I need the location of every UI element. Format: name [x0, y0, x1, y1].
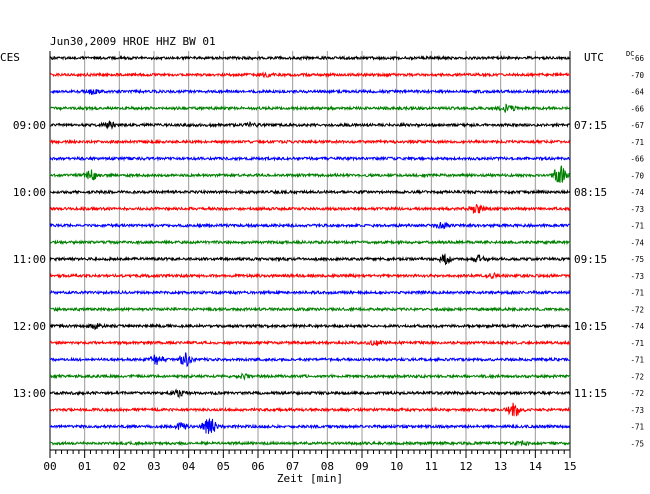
- right-timezone-label: UTC: [584, 51, 604, 64]
- dc-offset-label: -73: [630, 406, 644, 415]
- trace-line: [49, 388, 571, 399]
- dc-offset-label: -66: [630, 54, 644, 63]
- left-time-label: 09:00: [13, 119, 46, 132]
- dc-header-label: DC: [626, 50, 634, 58]
- x-tick-label: 06: [251, 460, 264, 473]
- dc-offset-label: -74: [630, 322, 644, 331]
- grid-lines: [49, 51, 571, 450]
- dc-offset-label: -73: [630, 205, 644, 214]
- trace-line: [49, 352, 571, 368]
- dc-offset-label: -74: [630, 188, 644, 197]
- right-time-label: 08:15: [574, 186, 607, 199]
- side-labels: 09:00 10:00 11:00 12:00 13:00 07:15 08:15 09:15…: [13, 54, 645, 448]
- dc-offset-label: -72: [630, 305, 644, 314]
- chart-title: Jun30,2009 HROE HHZ BW 01: [50, 35, 216, 48]
- trace-line: [49, 271, 571, 280]
- dc-offset-label: -71: [630, 138, 644, 147]
- trace-line: [49, 402, 571, 417]
- trace-group: [49, 54, 571, 447]
- trace-line: [49, 289, 571, 296]
- trace-line: [49, 119, 571, 130]
- trace-line: [49, 322, 571, 331]
- x-tick-label: 12: [459, 460, 472, 473]
- left-time-label: 11:00: [13, 253, 46, 266]
- trace-line: [49, 103, 571, 113]
- x-axis: 00 01 02 03 04 05 06 07 08 09 10 11 12 13 14 15: [43, 449, 577, 473]
- dc-offset-label: -75: [630, 439, 644, 448]
- x-axis-label: Zeit [min]: [277, 472, 343, 485]
- trace-line: [49, 339, 571, 347]
- left-timezone-label: CES: [0, 51, 20, 64]
- trace-line: [49, 188, 571, 196]
- dc-offset-label: -75: [630, 255, 644, 264]
- trace-line: [49, 417, 571, 434]
- x-tick-label: 01: [78, 460, 91, 473]
- right-time-label: 11:15: [574, 387, 607, 400]
- left-time-label: 12:00: [13, 320, 46, 333]
- x-tick-label: 05: [217, 460, 230, 473]
- dc-offset-label: -66: [630, 104, 644, 113]
- dc-offset-label: -71: [630, 339, 644, 348]
- dc-offset-label: -67: [630, 121, 644, 130]
- trace-line: [49, 221, 570, 230]
- dc-offset-label: -70: [630, 71, 644, 80]
- x-tick-label: 08: [321, 460, 334, 473]
- trace-line: [49, 372, 571, 381]
- x-tick-label: 02: [113, 460, 126, 473]
- x-tick-label: 10: [390, 460, 403, 473]
- right-time-label: 07:15: [574, 119, 607, 132]
- trace-line: [49, 239, 571, 246]
- x-tick-label: 15: [563, 460, 576, 473]
- trace-line: [49, 88, 571, 95]
- dc-offset-label: -64: [630, 88, 644, 97]
- trace-line: [49, 440, 571, 447]
- x-tick-label: 09: [355, 460, 368, 473]
- dc-offset-label: -73: [630, 272, 644, 281]
- trace-line: [49, 54, 571, 62]
- x-tick-label: 04: [182, 460, 196, 473]
- dc-offset-label: -70: [630, 171, 644, 180]
- left-time-label: 10:00: [13, 186, 46, 199]
- dc-offset-label: -72: [630, 389, 644, 398]
- trace-line: [49, 71, 571, 79]
- x-tick-label: 07: [286, 460, 299, 473]
- right-time-label: 09:15: [574, 253, 607, 266]
- dc-offset-label: -71: [630, 289, 644, 298]
- dc-offset-label: -66: [630, 155, 644, 164]
- right-time-label: 10:15: [574, 320, 607, 333]
- x-tick-label: 00: [43, 460, 56, 473]
- x-tick-label: 11: [425, 460, 438, 473]
- left-time-label: 13:00: [13, 387, 46, 400]
- trace-line: [49, 138, 571, 145]
- trace-line: [49, 155, 571, 162]
- dc-offset-label: -74: [630, 238, 644, 247]
- x-tick-label: 14: [529, 460, 543, 473]
- dc-offset-label: -71: [630, 423, 644, 432]
- x-tick-label: 03: [147, 460, 160, 473]
- trace-line: [49, 306, 571, 313]
- trace-line: [49, 253, 571, 266]
- trace-line: [49, 203, 571, 214]
- dc-offset-label: -72: [630, 372, 644, 381]
- dc-offset-label: -71: [630, 222, 644, 231]
- dc-offset-label: -71: [630, 356, 644, 365]
- x-tick-label: 13: [494, 460, 507, 473]
- trace-line: [49, 165, 571, 183]
